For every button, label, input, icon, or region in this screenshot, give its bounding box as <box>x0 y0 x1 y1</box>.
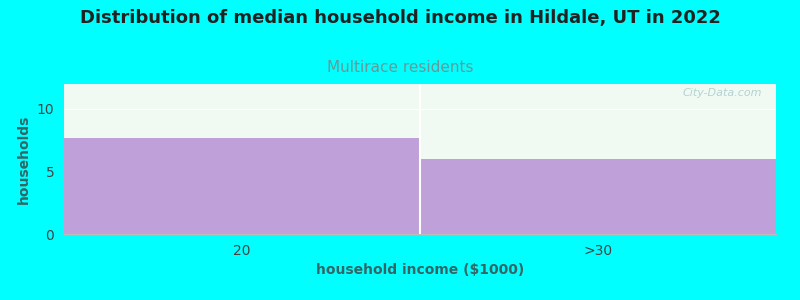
Bar <box>64 138 420 234</box>
Text: Multirace residents: Multirace residents <box>326 60 474 75</box>
Text: Distribution of median household income in Hildale, UT in 2022: Distribution of median household income … <box>79 9 721 27</box>
Bar <box>420 159 776 234</box>
Text: City-Data.com: City-Data.com <box>682 88 762 98</box>
Y-axis label: households: households <box>17 114 31 204</box>
X-axis label: household income ($1000): household income ($1000) <box>316 263 524 277</box>
